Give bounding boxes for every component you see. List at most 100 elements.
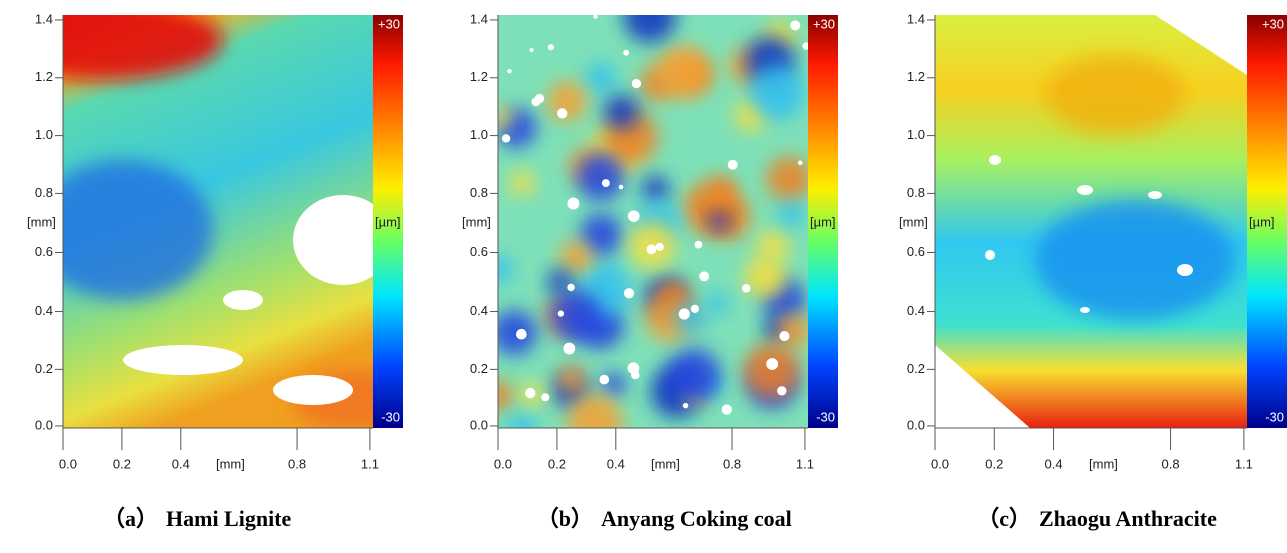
x-tick-label: 0.2 (548, 456, 566, 471)
void (935, 345, 1030, 428)
blob (749, 65, 805, 121)
y-unit: [mm] (462, 214, 491, 229)
y-tick-label: 0.6 (35, 244, 53, 259)
colorbar-top: +30 (813, 16, 835, 31)
blob (777, 200, 805, 228)
y-tick-label: 1.4 (35, 11, 53, 26)
void (541, 393, 550, 402)
y-tick-label: 0.2 (470, 361, 488, 376)
x-tick-label: 1.1 (796, 456, 814, 471)
blob (756, 229, 790, 263)
blob (498, 255, 513, 284)
void (1148, 191, 1162, 199)
blob (576, 152, 625, 201)
void (627, 362, 640, 374)
blob (1035, 200, 1235, 320)
y-tick-label: 1.0 (907, 127, 925, 142)
colorbar-unit: [µm] (810, 214, 836, 229)
blob (658, 280, 689, 311)
caption-label: （c） (977, 506, 1031, 531)
blob (642, 175, 670, 203)
x-tick-label: 0.0 (59, 456, 77, 471)
y-tick-label: 0.8 (35, 185, 53, 200)
y-tick-label: 1.2 (470, 69, 488, 84)
blob (63, 160, 213, 300)
x-tick-label: 0.2 (985, 456, 1003, 471)
blob (498, 106, 513, 129)
void (802, 42, 808, 50)
blob (655, 45, 709, 99)
void (721, 404, 732, 415)
colorbar-bottom: -30 (1265, 409, 1284, 424)
surface-map (498, 15, 808, 428)
void (742, 284, 751, 293)
void (727, 159, 738, 170)
blob (557, 365, 587, 394)
y-unit: [mm] (27, 214, 56, 229)
blob (508, 412, 537, 428)
void (1077, 185, 1093, 195)
void (557, 310, 565, 317)
void (593, 15, 598, 19)
colorbar-top: +30 (378, 16, 400, 31)
blob (566, 394, 623, 428)
y-tick-label: 0.6 (470, 244, 488, 259)
void (618, 184, 624, 190)
blob (706, 292, 729, 315)
caption-name: Hami Lignite (166, 506, 292, 531)
void (599, 374, 610, 385)
y-tick-label: 1.4 (907, 11, 925, 26)
void (556, 108, 568, 119)
void (293, 195, 373, 285)
void (646, 244, 657, 255)
blob (549, 289, 601, 342)
blob (604, 94, 639, 130)
void (525, 387, 536, 399)
void (507, 68, 512, 74)
surface-map (935, 15, 1247, 428)
x-tick-label: 0.2 (113, 456, 131, 471)
surface-map (63, 15, 373, 428)
void (627, 210, 640, 222)
void (779, 331, 790, 342)
void (1177, 264, 1193, 276)
colorbar (808, 15, 838, 428)
y-tick-label: 0.4 (35, 303, 53, 318)
void (678, 308, 690, 320)
blob (498, 380, 514, 411)
void (790, 20, 801, 31)
void (989, 155, 1001, 165)
void (699, 271, 710, 282)
y-tick-label: 1.2 (907, 69, 925, 84)
x-tick-label: 1.1 (1235, 456, 1253, 471)
colorbar-top: +30 (1262, 16, 1284, 31)
x-tick-label: 0.8 (288, 456, 306, 471)
blob (674, 302, 707, 335)
blob (709, 176, 737, 204)
y-tick-label: 1.0 (470, 127, 488, 142)
blob (776, 313, 808, 349)
colorbar (1247, 15, 1287, 428)
void (567, 197, 580, 210)
y-unit: [mm] (899, 214, 928, 229)
blob (580, 213, 623, 256)
caption-label: （b） (537, 506, 593, 531)
x-tick-label: [mm] (1089, 456, 1118, 471)
colorbar (373, 15, 403, 428)
y-tick-label: 0.8 (470, 185, 488, 200)
void (631, 78, 642, 89)
void (631, 370, 640, 380)
void (655, 242, 664, 251)
x-tick-label: 0.0 (494, 456, 512, 471)
y-tick-label: 0.8 (907, 185, 925, 200)
void (682, 402, 689, 409)
void (547, 44, 554, 51)
y-tick-label: 1.4 (470, 11, 488, 26)
void (797, 160, 803, 166)
void (531, 97, 541, 107)
void (273, 375, 353, 405)
x-tick-label: 0.4 (1045, 456, 1063, 471)
void (601, 179, 610, 188)
void (777, 386, 787, 396)
